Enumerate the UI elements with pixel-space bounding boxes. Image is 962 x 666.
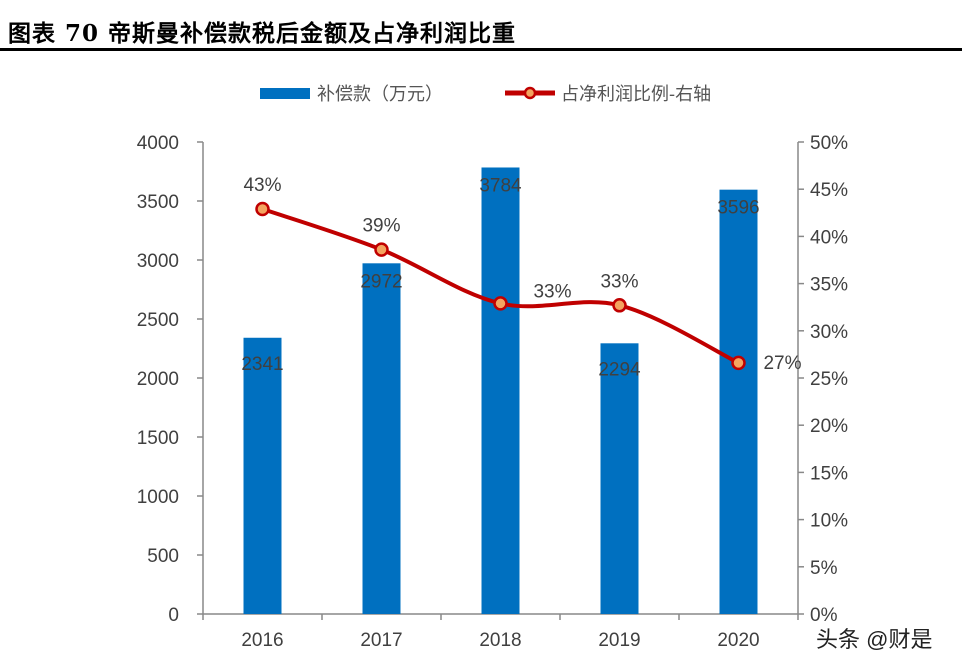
bar-2018 xyxy=(481,167,520,614)
left-tick-label: 2000 xyxy=(137,369,179,390)
line-label: 33% xyxy=(533,281,571,302)
left-tick-label: 3500 xyxy=(137,192,179,213)
left-tick-label: 1500 xyxy=(137,428,179,449)
title-rule xyxy=(0,48,962,51)
right-tick-label: 25% xyxy=(810,369,848,390)
right-tick-label: 40% xyxy=(810,227,848,248)
bar-label: 3784 xyxy=(479,175,522,196)
right-tick-label: 35% xyxy=(810,275,848,296)
line-label: 43% xyxy=(243,175,281,196)
line-label: 39% xyxy=(362,216,400,237)
bar-label: 2294 xyxy=(598,359,641,380)
bar-2020 xyxy=(719,189,758,614)
x-tick-label: 2016 xyxy=(241,630,283,651)
right-tick-label: 20% xyxy=(810,416,848,437)
bar-label: 2972 xyxy=(360,271,402,292)
left-tick-label: 500 xyxy=(147,546,179,567)
legend-line-label: 占净利润比例-右轴 xyxy=(561,84,711,105)
x-tick-label: 2019 xyxy=(598,630,640,651)
x-tick-label: 2018 xyxy=(479,630,521,651)
bar-2016 xyxy=(243,337,282,614)
bar-label: 3596 xyxy=(717,198,759,219)
legend-line-marker xyxy=(523,86,537,100)
left-tick-label: 4000 xyxy=(137,133,179,154)
x-tick-label: 2020 xyxy=(717,630,759,651)
legend-bar-label: 补偿款（万元） xyxy=(317,84,443,105)
left-tick-label: 1000 xyxy=(137,487,179,508)
left-tick-label: 3000 xyxy=(137,251,179,272)
left-tick-label: 2500 xyxy=(137,310,179,331)
ratio-marker-2020 xyxy=(731,355,746,371)
chart-title: 图表 70 帝斯曼补偿款税后金额及占净利润比重 xyxy=(8,20,517,47)
right-tick-label: 10% xyxy=(810,511,848,532)
watermark: 头条 @财是 xyxy=(816,627,933,652)
legend-bar-swatch xyxy=(260,88,310,99)
right-tick-label: 30% xyxy=(810,322,848,343)
ratio-marker-2018 xyxy=(493,296,508,311)
bar-2019 xyxy=(600,343,639,614)
right-tick-label: 15% xyxy=(810,463,848,484)
right-tick-label: 50% xyxy=(810,133,848,154)
line-label: 27% xyxy=(763,353,801,374)
line-label: 33% xyxy=(600,271,638,292)
ratio-marker-2017 xyxy=(374,242,389,257)
left-tick-label: 0 xyxy=(168,605,179,626)
right-tick-label: 5% xyxy=(810,558,838,579)
bar-2017 xyxy=(362,263,401,614)
bar-label: 2341 xyxy=(241,354,283,375)
ratio-marker-2016 xyxy=(255,201,270,217)
ratio-marker-2019 xyxy=(612,298,627,313)
x-tick-label: 2017 xyxy=(360,630,402,651)
right-tick-label: 0% xyxy=(810,605,838,626)
right-tick-label: 45% xyxy=(810,180,848,201)
